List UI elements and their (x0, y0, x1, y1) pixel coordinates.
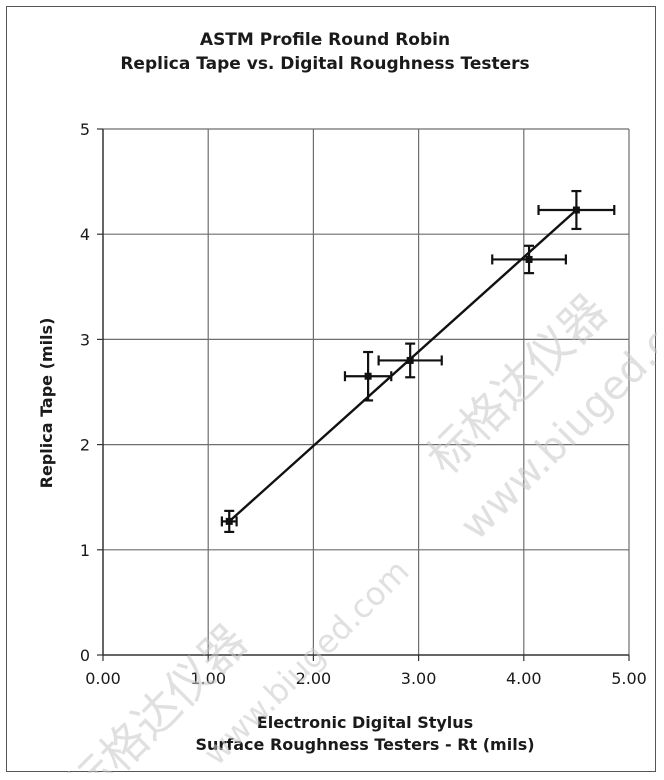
watermark: 标格达仪器 www.biuged.com 标格达仪器 www.biuged.co… (57, 274, 657, 773)
trendline (228, 209, 578, 523)
chart-title: ASTM Profile Round Robin (200, 30, 450, 50)
y-tick-label: 1 (80, 541, 90, 560)
data-point (491, 244, 567, 275)
x-tick-label: 4.00 (506, 669, 542, 688)
y-tick-label: 5 (80, 120, 90, 139)
scatter-chart: ASTM Profile Round Robin Replica Tape vs… (37, 30, 657, 773)
x-tick-label: 1.00 (190, 669, 226, 688)
point-marker (406, 356, 414, 364)
x-tick-label: 0.00 (85, 669, 121, 688)
x-tick-label: 5.00 (611, 669, 647, 688)
x-axis-label-line2: Surface Roughness Testers - Rt (mils) (195, 735, 534, 754)
y-tick-label: 2 (80, 436, 90, 455)
data-point (220, 509, 238, 534)
x-tick-labels: 0.00 1.00 2.00 3.00 4.00 5.00 (85, 669, 647, 688)
x-axis-label-line1: Electronic Digital Stylus (257, 713, 473, 732)
data-point (537, 189, 616, 231)
y-tick-label: 3 (80, 330, 90, 349)
point-marker (572, 206, 580, 214)
y-tick-labels: 0 1 2 3 4 5 (80, 120, 90, 665)
trendline-group (228, 209, 578, 523)
x-tick-label: 2.00 (296, 669, 332, 688)
point-marker (225, 517, 233, 525)
y-tick-label: 4 (80, 225, 90, 244)
axes (97, 128, 630, 661)
x-tick-label: 3.00 (401, 669, 437, 688)
chart-subtitle: Replica Tape vs. Digital Roughness Teste… (120, 54, 529, 74)
point-marker (364, 372, 372, 380)
data-points (220, 189, 616, 534)
y-tick-label: 0 (80, 646, 90, 665)
data-point (343, 350, 393, 402)
y-axis-label: Replica Tape (mils) (37, 318, 56, 489)
grid-lines (103, 128, 630, 655)
data-point (377, 342, 443, 379)
chart-frame: ASTM Profile Round Robin Replica Tape vs… (6, 6, 657, 773)
point-marker (525, 255, 533, 263)
